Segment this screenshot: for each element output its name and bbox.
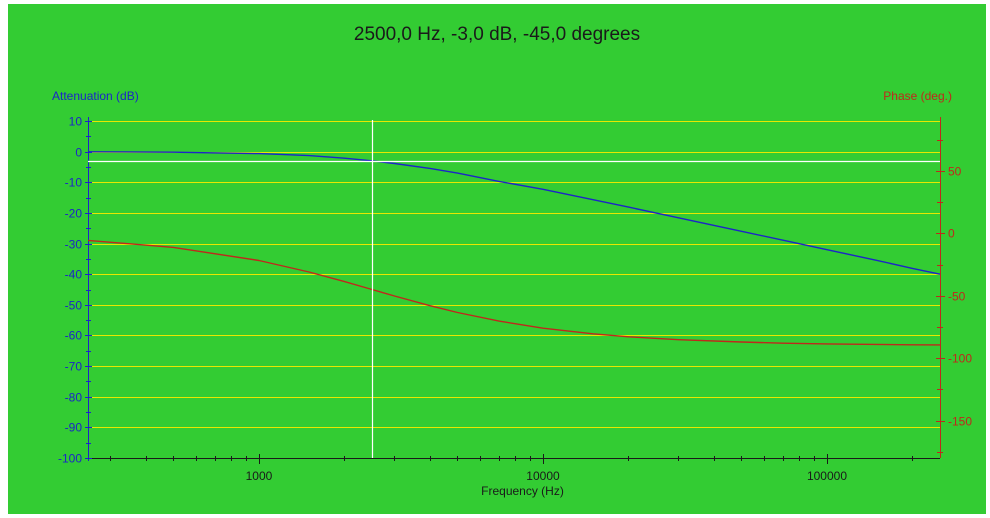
x-tick-label: 10000: [526, 469, 560, 483]
x-tick-label: 100000: [807, 469, 847, 483]
y-tick-label: 0: [75, 146, 82, 160]
y2-tick-label: -50: [948, 290, 966, 304]
attenuation-curve: [87, 151, 941, 275]
y-tick-label: -40: [65, 268, 83, 282]
y-tick-label: -100: [58, 452, 82, 466]
x-axis-label: Frequency (Hz): [481, 484, 564, 498]
y-axis-label-right: Phase (deg.): [883, 89, 952, 103]
y2-tick-label: 0: [948, 227, 955, 241]
y-tick-label: -60: [65, 329, 83, 343]
y-tick-label: -90: [65, 421, 83, 435]
y2-tick-label: 50: [948, 165, 962, 179]
y-tick-label: -50: [65, 299, 83, 313]
y-tick-label: -20: [65, 207, 83, 221]
y2-tick-label: -100: [948, 352, 972, 366]
y-tick-label: -70: [65, 360, 83, 374]
y-tick-label: -10: [65, 176, 83, 190]
chart-frame: 2500,0 Hz, -3,0 dB, -45,0 degrees: [8, 4, 986, 514]
y-tick-label: 10: [69, 115, 83, 129]
y-tick-label: -30: [65, 238, 83, 252]
y2-tick-label: -150: [948, 415, 972, 429]
readout-title: 2500,0 Hz, -3,0 dB, -45,0 degrees: [353, 24, 641, 45]
phase-curve: [87, 239, 941, 346]
x-tick-label: 1000: [246, 469, 273, 483]
y-tick-label: -80: [65, 391, 83, 405]
y-axis-label-left: Attenuation (dB): [52, 89, 139, 103]
